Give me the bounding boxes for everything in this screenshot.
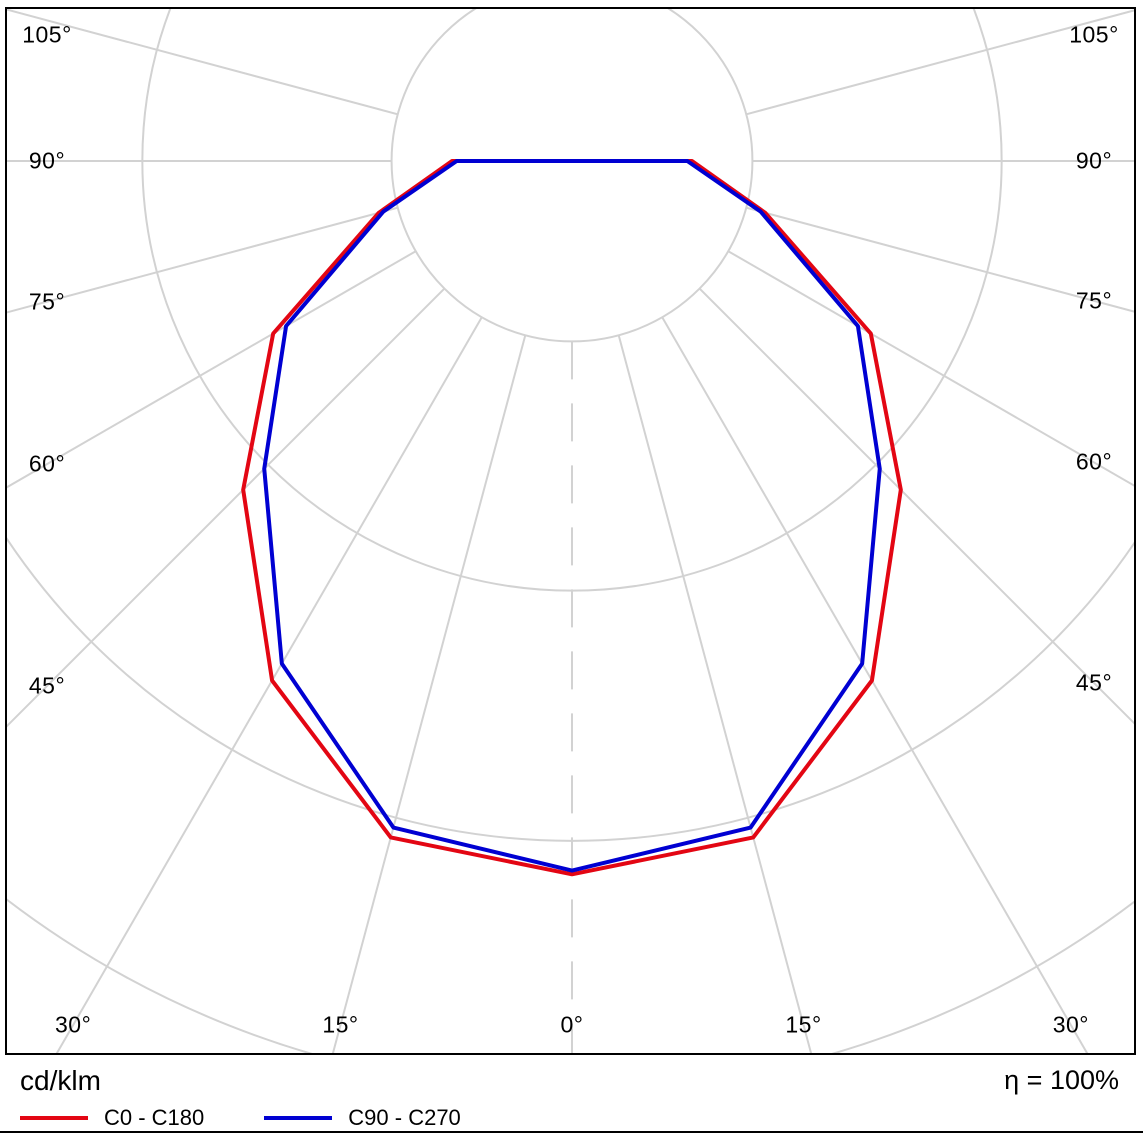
legend-item-c0-c180: C0 - C180 bbox=[20, 1105, 204, 1131]
polar-chart-frame: 105° 90° 75° 60° 45° 30° 15° 0° 15° 30° 45° 60° 75° 9… bbox=[5, 7, 1136, 1055]
legend-label: C0 - C180 bbox=[104, 1105, 205, 1130]
c90-c270-line-swatch bbox=[264, 1116, 333, 1120]
chart-footer: cd/klm η = 100% C0 - C180 C90 - C270 bbox=[0, 1057, 1143, 1141]
efficiency-label: η = 100% bbox=[1004, 1065, 1119, 1095]
legend-item-c90-c270: C90 - C270 bbox=[264, 1105, 461, 1131]
unit-label: cd/klm bbox=[20, 1065, 101, 1096]
legend-label: C90 - C270 bbox=[348, 1105, 461, 1130]
polar-grid-and-curves bbox=[7, 9, 1134, 1053]
legend: C0 - C180 C90 - C270 bbox=[20, 1105, 461, 1131]
bottom-divider bbox=[0, 1131, 1143, 1133]
c0-c180-line-swatch bbox=[20, 1116, 88, 1120]
